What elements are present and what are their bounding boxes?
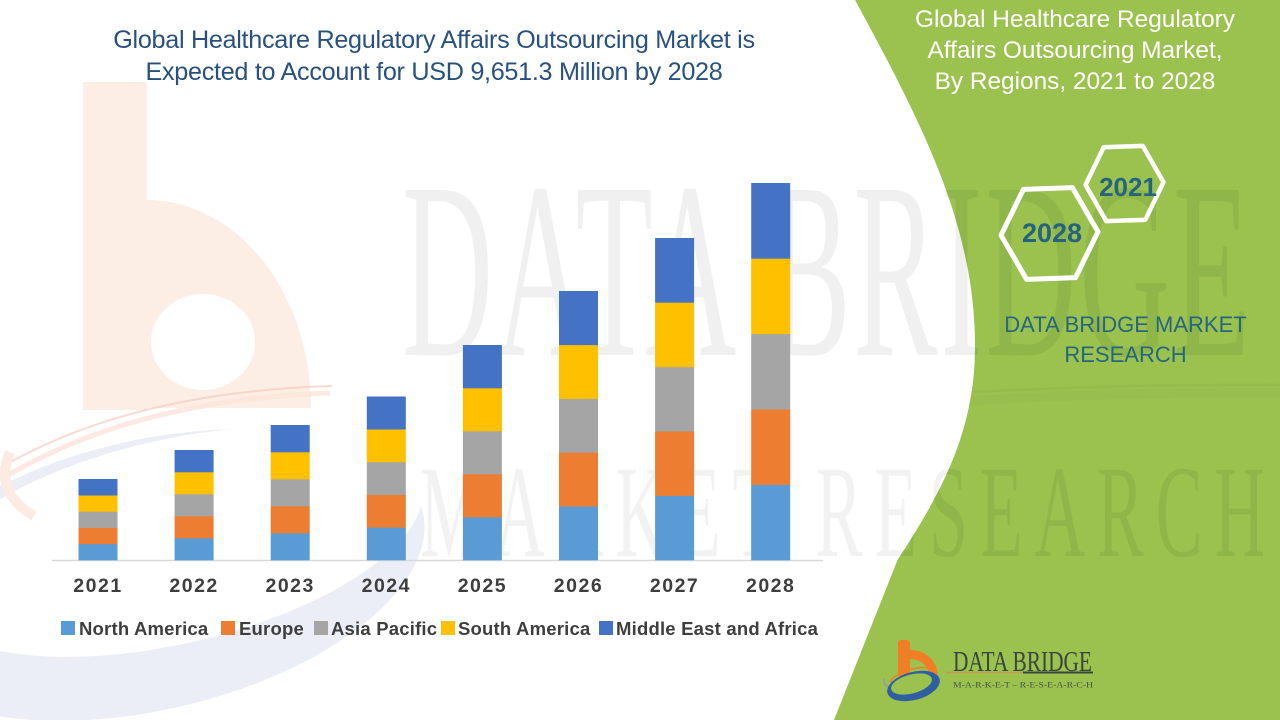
svg-text:M-A-R-K-E-T – R-E-S-E-A-R-C-H: M-A-R-K-E-T – R-E-S-E-A-R-C-H <box>953 681 1093 690</box>
